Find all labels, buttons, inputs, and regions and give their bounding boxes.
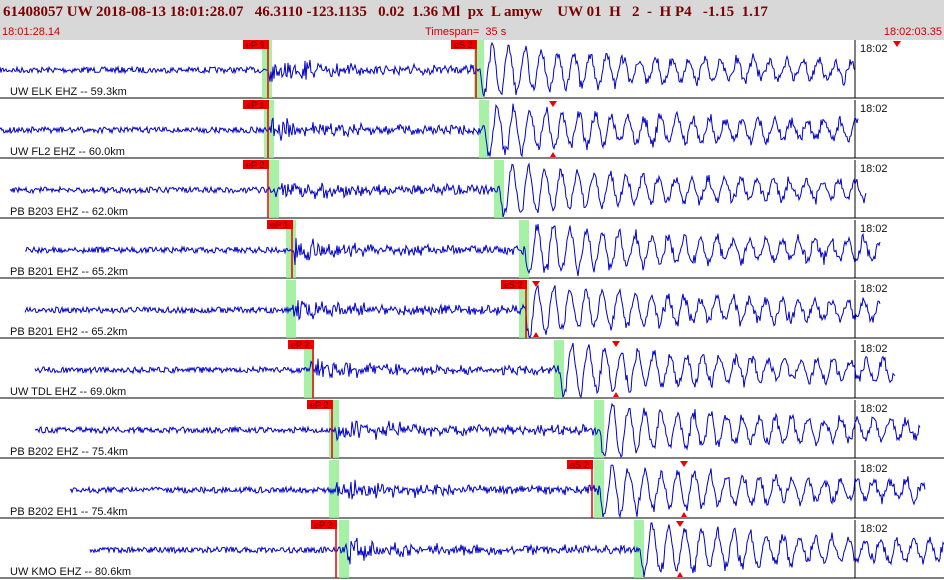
header-bar [0, 0, 944, 40]
trace-label: UW KMO EHZ -- 80.6km [10, 566, 131, 578]
trace-label: PB B202 EHZ -- 75.4km [10, 446, 128, 458]
trace-label: PB B201 EHZ -- 65.2km [10, 266, 128, 278]
arrival-marker [677, 572, 683, 577]
trace-label: PB B203 EHZ -- 62.0km [10, 206, 128, 218]
waveform [0, 103, 859, 158]
arrival-marker [676, 521, 684, 527]
arrival-marker [613, 392, 619, 397]
pick-label: eP 2 [314, 520, 332, 530]
time-label: 18:02 [860, 343, 888, 355]
time-label: 18:02 [860, 523, 888, 535]
s-window [519, 280, 529, 338]
marker [893, 41, 901, 47]
p-window [304, 340, 314, 398]
pick-box [451, 40, 477, 49]
trace-label: PB B202 EH1 -- 75.4km [10, 506, 127, 518]
s-window [594, 400, 604, 458]
arrival-marker [549, 101, 557, 107]
pick-label: eP 2 [246, 160, 264, 170]
waveform [89, 522, 944, 578]
pick-label: eP 1 [270, 220, 288, 230]
end-time: 18:02:03.35 [884, 26, 942, 38]
pick-box [567, 460, 593, 469]
arrival-marker [680, 461, 688, 467]
waveform [24, 224, 881, 277]
timespan: Timespan= 35 s [425, 26, 507, 38]
pick-label: eP 2 [310, 400, 328, 410]
arrival-marker [681, 512, 687, 517]
s-window [494, 160, 504, 218]
trace-label: UW TDL EHZ -- 69.0km [10, 386, 126, 398]
waveform [9, 162, 867, 218]
time-label: 18:02 [860, 283, 888, 295]
pick-box [501, 280, 527, 289]
waveform [24, 284, 881, 338]
start-time: 18:01:28.14 [2, 26, 60, 38]
s-window [479, 100, 489, 158]
p-window [262, 40, 272, 98]
pick-label: eP 3 [246, 40, 264, 50]
pick-box [307, 400, 333, 409]
waveform [0, 41, 856, 97]
s-window [554, 340, 564, 398]
pick-label: eS 2 [504, 280, 523, 290]
time-label: 18:02 [860, 163, 888, 175]
pick-label: eS 2 [570, 460, 589, 470]
waveform [34, 342, 896, 399]
time-label: 18:02 [860, 223, 888, 235]
time-label: 18:02 [860, 103, 888, 115]
arrival-marker [612, 341, 620, 347]
arrival-marker [533, 332, 539, 337]
pick-box [267, 220, 293, 229]
p-window [339, 520, 349, 578]
time-label: 18:02 [860, 463, 888, 475]
trace-label: UW ELK EHZ -- 59.3km [10, 86, 127, 98]
arrival-marker [550, 152, 556, 157]
pick-box [243, 40, 269, 49]
waveform [69, 464, 926, 519]
event-title: 61408057 UW 2018-08-13 18:01:28.07 46.31… [3, 4, 768, 20]
pick-label: eP 2 [291, 340, 309, 350]
pick-label: eP 1 [246, 100, 264, 110]
time-label: 18:02 [860, 403, 888, 415]
trace-label: PB B201 EH2 -- 65.2km [10, 326, 127, 338]
pick-label: eS 2 [454, 40, 473, 50]
pick-box [288, 340, 314, 349]
p-window [329, 400, 339, 458]
arrival-marker [532, 281, 540, 287]
waveform [34, 402, 921, 458]
pick-box [243, 100, 269, 109]
trace-label: UW FL2 EHZ -- 60.0km [10, 146, 125, 158]
time-label: 18:02 [860, 43, 888, 55]
pick-box [311, 520, 337, 529]
pick-box [243, 160, 269, 169]
p-window [286, 220, 296, 278]
